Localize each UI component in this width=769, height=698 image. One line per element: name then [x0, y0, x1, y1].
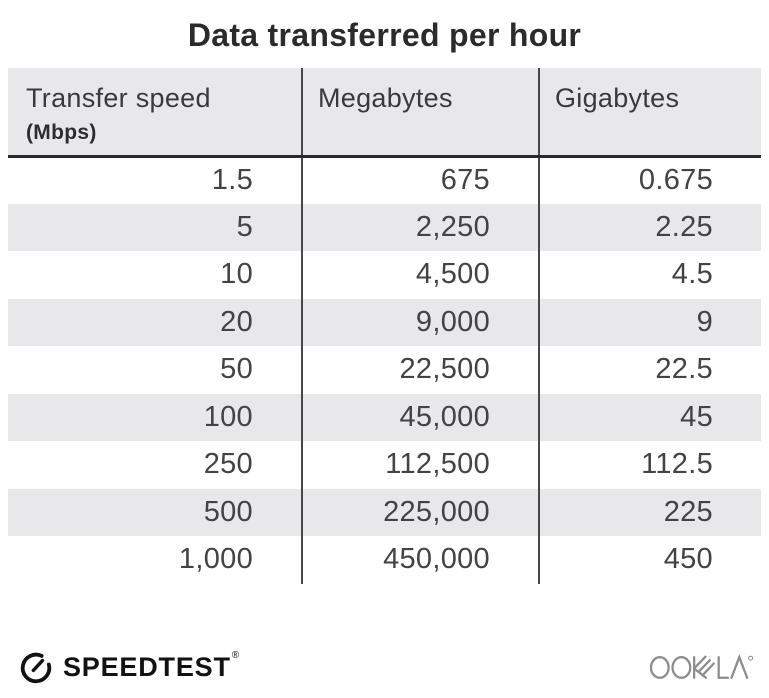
ookla-wordmark	[649, 654, 754, 679]
cell-transfer-speed: 1.5	[8, 156, 302, 204]
column-header-transfer-speed: Transfer speed (Mbps)	[8, 68, 302, 158]
chart-title: Data transferred per hour	[187, 17, 582, 53]
header-row: Transfer speed (Mbps) Megabytes Gigabyte…	[8, 68, 761, 158]
footer: SPEEDTEST ® OOKLA	[17, 644, 755, 690]
cell-transfer-speed: 20	[8, 298, 302, 346]
table-body: 1.5 675 0.675 5 2,250 2.25 10 4,500 4.5	[8, 156, 761, 584]
registered-trademark-mark: ®	[231, 650, 240, 661]
cell-transfer-speed: 500	[8, 488, 302, 536]
table-row: 1.5 675 0.675	[8, 156, 761, 204]
table-row: 50 22,500 22.5	[8, 346, 761, 394]
column-header-megabytes: Megabytes	[301, 68, 539, 158]
cell-gigabytes: 0.675	[538, 156, 761, 204]
cell-transfer-speed: 5	[8, 203, 302, 251]
speedtest-wordmark: SPEEDTEST	[63, 651, 231, 682]
cell-transfer-speed: 10	[8, 251, 302, 299]
cell-megabytes: 22,500	[301, 346, 539, 394]
cell-gigabytes: 2.25	[538, 203, 761, 251]
cell-gigabytes: 22.5	[538, 346, 761, 394]
cell-gigabytes: 9	[538, 298, 761, 346]
cell-megabytes: 112,500	[301, 441, 539, 489]
speedtest-gauge-icon	[20, 652, 52, 684]
cell-gigabytes: 45	[538, 393, 761, 441]
column-title: Megabytes	[318, 83, 453, 113]
table-row: 500 225,000 225	[8, 488, 761, 536]
column-header-gigabytes: Gigabytes	[538, 68, 761, 158]
column-unit-label: (Mbps)	[26, 121, 97, 144]
table-row: 100 45,000 45	[8, 393, 761, 441]
cell-transfer-speed: 100	[8, 393, 302, 441]
speedtest-logo: SPEEDTEST ®	[17, 647, 239, 687]
column-title: Gigabytes	[555, 83, 680, 113]
cell-megabytes: 45,000	[301, 393, 539, 441]
cell-transfer-speed: 250	[8, 441, 302, 489]
cell-gigabytes: 4.5	[538, 251, 761, 299]
table-row: 20 9,000 9	[8, 298, 761, 346]
cell-megabytes: 9,000	[301, 298, 539, 346]
cell-megabytes: 225,000	[301, 488, 539, 536]
cell-transfer-speed: 1,000	[8, 536, 302, 584]
table-row: 250 112,500 112.5	[8, 441, 761, 489]
ookla-logo: OOKLA	[649, 652, 755, 682]
table-row: 1,000 450,000 450	[8, 536, 761, 584]
cell-gigabytes: 112.5	[538, 441, 761, 489]
cell-megabytes: 2,250	[301, 203, 539, 251]
table-header: Transfer speed (Mbps) Megabytes Gigabyte…	[8, 68, 761, 158]
cell-megabytes: 675	[301, 156, 539, 204]
cell-transfer-speed: 50	[8, 346, 302, 394]
cell-gigabytes: 225	[538, 488, 761, 536]
cell-megabytes: 450,000	[301, 536, 539, 584]
column-title: Transfer speed	[26, 83, 211, 113]
table-row: 10 4,500 4.5	[8, 251, 761, 299]
table-row: 5 2,250 2.25	[8, 203, 761, 251]
data-table: Transfer speed (Mbps) Megabytes Gigabyte…	[8, 68, 761, 584]
cell-gigabytes: 450	[538, 536, 761, 584]
cell-megabytes: 4,500	[301, 251, 539, 299]
